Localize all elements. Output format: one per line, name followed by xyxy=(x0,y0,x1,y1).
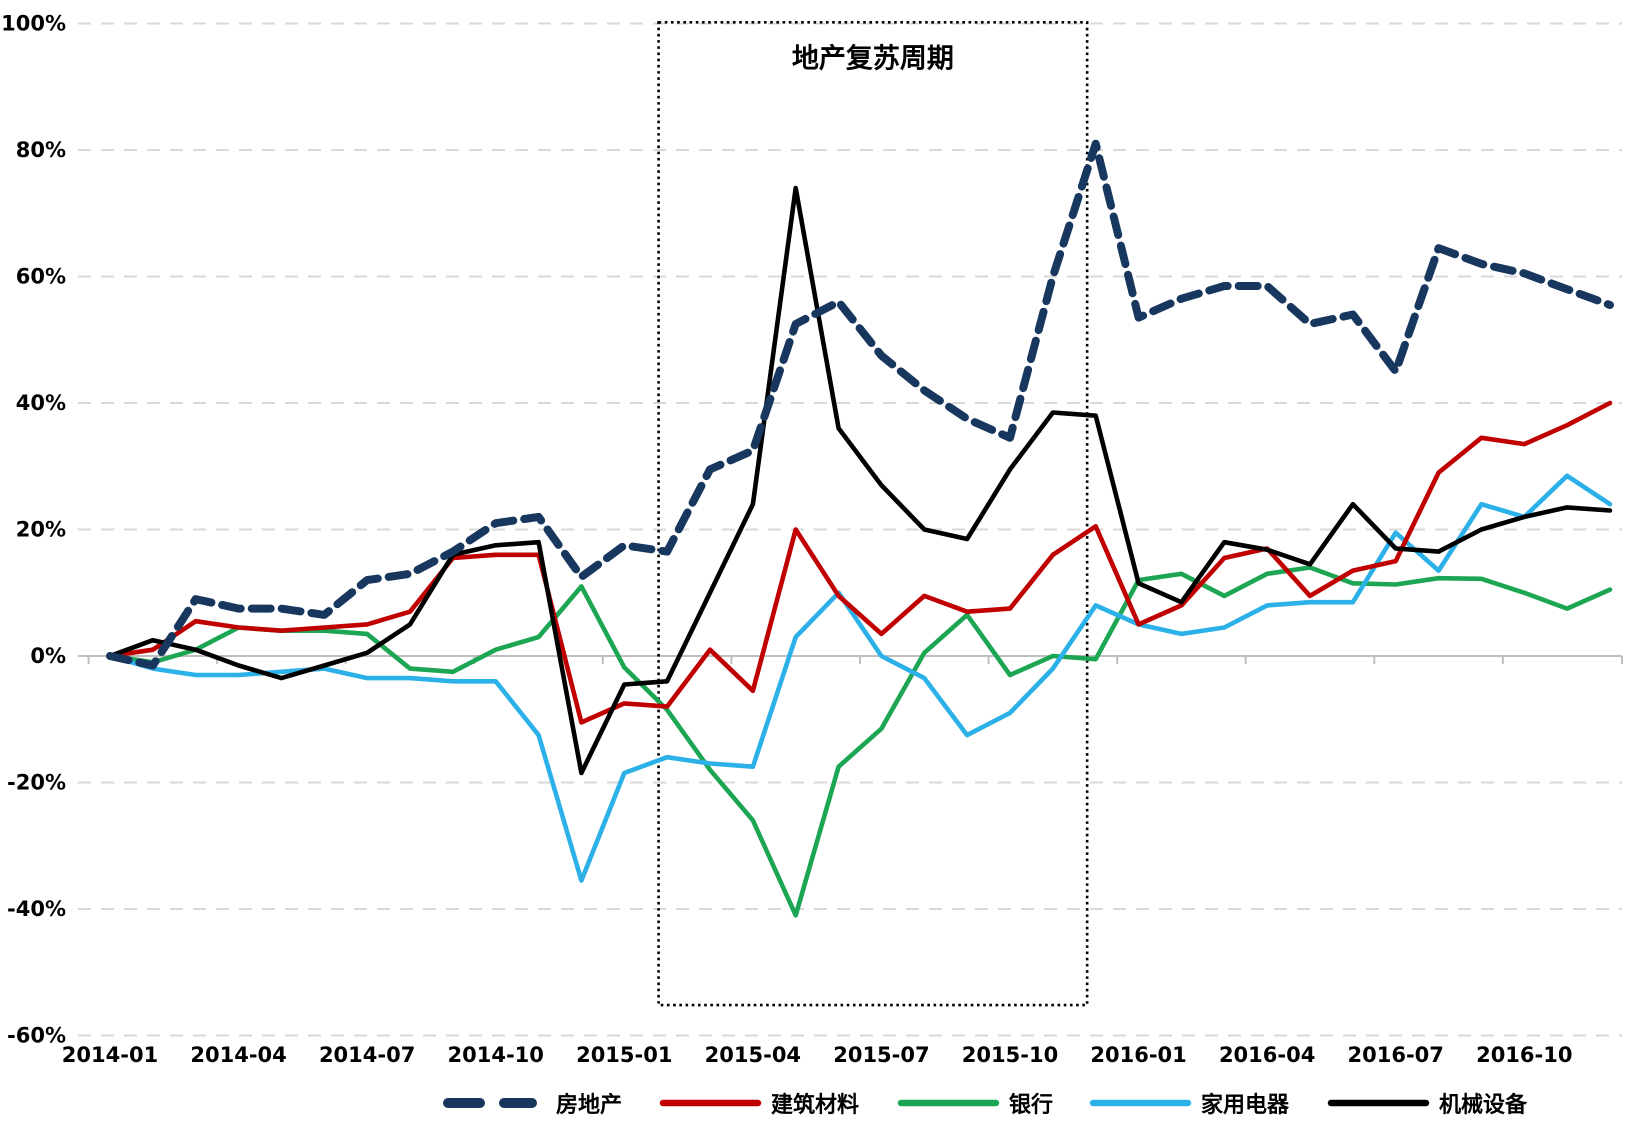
x-axis-label: 2016-07 xyxy=(1348,1043,1444,1067)
legend-label: 家用电器 xyxy=(1201,1092,1290,1118)
x-axis-label: 2015-04 xyxy=(705,1043,801,1067)
x-axis-label: 2016-10 xyxy=(1476,1043,1572,1067)
series-lines xyxy=(106,139,1614,918)
x-axis-label: 2015-07 xyxy=(833,1043,929,1067)
legend-item-银行: 银行 xyxy=(897,1092,1053,1118)
legend-item-家用电器: 家用电器 xyxy=(1089,1092,1290,1118)
x-axis-label: 2015-10 xyxy=(962,1043,1058,1067)
legend-label: 房地产 xyxy=(556,1092,622,1118)
x-axis-label: 2014-10 xyxy=(448,1043,544,1067)
legend: 房地产 建筑材料 银行 家用电器 机械设备 xyxy=(443,1092,1528,1118)
x-axis-label: 2014-07 xyxy=(319,1043,415,1067)
x-axis-label: 2016-04 xyxy=(1219,1043,1315,1067)
x-axis-label: 2014-04 xyxy=(190,1043,286,1067)
legend-label: 建筑材料 xyxy=(771,1092,859,1118)
legend-item-房地产: 房地产 xyxy=(443,1092,622,1118)
legend-item-建筑材料: 建筑材料 xyxy=(659,1092,859,1118)
x-axis-label: 2016-01 xyxy=(1090,1043,1186,1067)
gridlines xyxy=(78,22,1623,1037)
series-line-机械设备 xyxy=(107,185,1613,776)
annotation-box-label: 地产复苏周期 xyxy=(792,43,954,74)
y-axis-label: -60% xyxy=(7,1023,66,1047)
axis-labels: 100% 80% 60% 40% 20% 0% -20% -40% -60%2014-01 201… xyxy=(1,12,1572,1067)
x-axis-label: 2015-01 xyxy=(576,1043,672,1067)
series-line-房地产 xyxy=(106,139,1614,670)
y-axis-label: -40% xyxy=(7,897,66,921)
series-line-家用电器 xyxy=(107,473,1613,883)
x-axis-label: 2014-01 xyxy=(62,1043,158,1067)
y-axis-label: 60% xyxy=(16,265,66,289)
legend-label: 银行 xyxy=(1009,1092,1053,1118)
legend-item-机械设备: 机械设备 xyxy=(1327,1092,1528,1118)
y-axis-label: 80% xyxy=(16,138,66,162)
y-axis-label: 40% xyxy=(16,391,66,415)
series-line-建筑材料 xyxy=(107,400,1613,725)
annotation-box xyxy=(657,20,1089,1007)
y-axis-label: 0% xyxy=(30,644,66,668)
series-line-银行 xyxy=(107,565,1613,918)
legend-label: 机械设备 xyxy=(1439,1092,1528,1118)
y-axis-label: 20% xyxy=(16,518,66,542)
y-axis-label: -20% xyxy=(7,770,66,794)
y-axis-label: 100% xyxy=(1,12,66,36)
